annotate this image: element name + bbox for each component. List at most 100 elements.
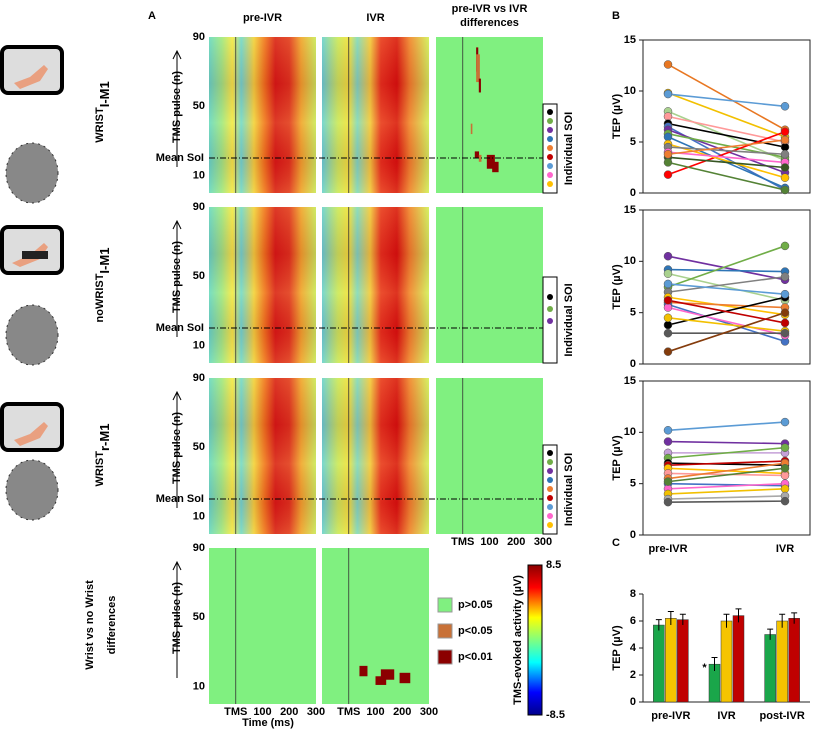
- marker: [663, 89, 673, 99]
- individual-soi-text: Individual SOI: [563, 112, 575, 185]
- significance-blob: [380, 669, 395, 680]
- x-tick-label: TMS: [337, 706, 360, 718]
- x-tick-label: 200: [507, 536, 525, 548]
- y-tick-label: 5: [630, 478, 636, 490]
- plot-frame: [642, 209, 811, 365]
- series-line: [667, 299, 786, 324]
- marker: [663, 303, 673, 312]
- marker: [663, 132, 673, 142]
- x-tick-label: 100: [366, 706, 384, 718]
- x-tick-label: TMS: [451, 536, 474, 548]
- y-tick-label: 2: [630, 669, 636, 681]
- marker: [780, 149, 790, 159]
- arrow: [172, 390, 182, 508]
- marker: [663, 60, 673, 69]
- series-line: [667, 93, 786, 108]
- bar: [776, 620, 788, 703]
- row-label-text: WRISTI-M1: [94, 81, 113, 142]
- bar: [665, 618, 677, 703]
- y-axis-title: TEP (µV): [611, 264, 623, 310]
- colorbar: [527, 564, 543, 716]
- row-label-sub: r-M1: [97, 424, 112, 451]
- individual-soi-text: Individual SOI: [563, 453, 575, 526]
- column-title: IVR: [366, 12, 384, 24]
- significance-map: [436, 378, 543, 534]
- panel-label: C: [612, 537, 620, 549]
- marker: [663, 426, 673, 435]
- marker: [663, 158, 673, 167]
- y-tick-label: 10: [624, 426, 636, 438]
- marker: [663, 328, 673, 338]
- x-tick-label: 300: [534, 536, 552, 548]
- significance-blob: [486, 154, 495, 169]
- x-tick-label: 300: [307, 706, 325, 718]
- soi-marker: [547, 154, 553, 160]
- y-tick-label: 90: [193, 372, 205, 384]
- marker: [780, 142, 790, 152]
- marker: [663, 347, 673, 356]
- x-tick-label: 200: [393, 706, 411, 718]
- marker: [780, 318, 790, 328]
- series-line: [667, 92, 786, 138]
- series-line: [667, 156, 786, 169]
- soi-marker: [547, 477, 553, 483]
- y-tick-label: 5: [630, 307, 636, 319]
- individual-soi-label: Individual SOI: [563, 112, 575, 185]
- y-axis-label: TEP (µV): [611, 94, 623, 140]
- series-line: [667, 63, 786, 131]
- y-tick-label: 0: [630, 358, 636, 370]
- heatmap-shade: [209, 37, 316, 193]
- marker: [780, 102, 790, 111]
- row-label-main: WRIST: [94, 107, 106, 143]
- arrow: [172, 49, 182, 167]
- mean-soi-label: Mean SoI: [156, 493, 204, 505]
- significance-blob: [399, 672, 411, 684]
- series-line: [667, 139, 786, 156]
- x-tick-label: pre-IVR: [648, 543, 687, 555]
- soi-marker: [547, 172, 553, 178]
- y-tick-label: 90: [193, 31, 205, 43]
- y-axis-title: TEP (µV): [611, 435, 623, 481]
- series-line: [667, 440, 786, 445]
- soi-marker: [547, 109, 553, 115]
- row-label-sub: I-M1: [97, 81, 112, 107]
- y-tick-label: 10: [624, 255, 636, 267]
- series-line: [667, 143, 786, 179]
- panel-label: A: [148, 10, 156, 22]
- y-axis-title: TEP (µV): [611, 625, 623, 671]
- marker: [663, 149, 673, 159]
- y-axis-title: TEP (µV): [611, 94, 623, 140]
- y-tick-label: 4: [630, 642, 637, 654]
- series-line: [667, 275, 786, 293]
- y-tick-label: 10: [193, 340, 205, 352]
- series-line: [667, 500, 786, 503]
- series-line: [667, 268, 786, 273]
- x-tick-label: 300: [420, 706, 438, 718]
- series-line: [667, 272, 786, 302]
- colorbar-label: TMS-evoked activity (µV): [512, 575, 524, 705]
- marker: [663, 296, 673, 305]
- legend-swatch: [437, 623, 453, 639]
- row-label: Wrist vs no Wrist differences: [84, 580, 118, 670]
- row-label: WRISTr-M1: [94, 424, 113, 487]
- error-bar: [711, 656, 718, 671]
- series-line: [667, 245, 786, 288]
- marker: [780, 135, 790, 145]
- x-tick-label: 100: [480, 536, 498, 548]
- marker: [663, 477, 673, 486]
- marker: [663, 313, 673, 323]
- error-bar: [735, 608, 742, 623]
- legend-swatch: [437, 597, 453, 613]
- plot-frame: [642, 39, 811, 194]
- marker: [663, 279, 673, 289]
- marker: [780, 289, 790, 299]
- marker: [780, 241, 790, 251]
- y-tick-label: 5: [630, 136, 636, 148]
- significance-blob: [476, 54, 480, 83]
- series-line: [667, 306, 786, 337]
- significance-map: [436, 207, 543, 363]
- marker: [780, 127, 790, 137]
- marker: [780, 417, 790, 427]
- colorbar-tick: -8.5: [546, 709, 565, 721]
